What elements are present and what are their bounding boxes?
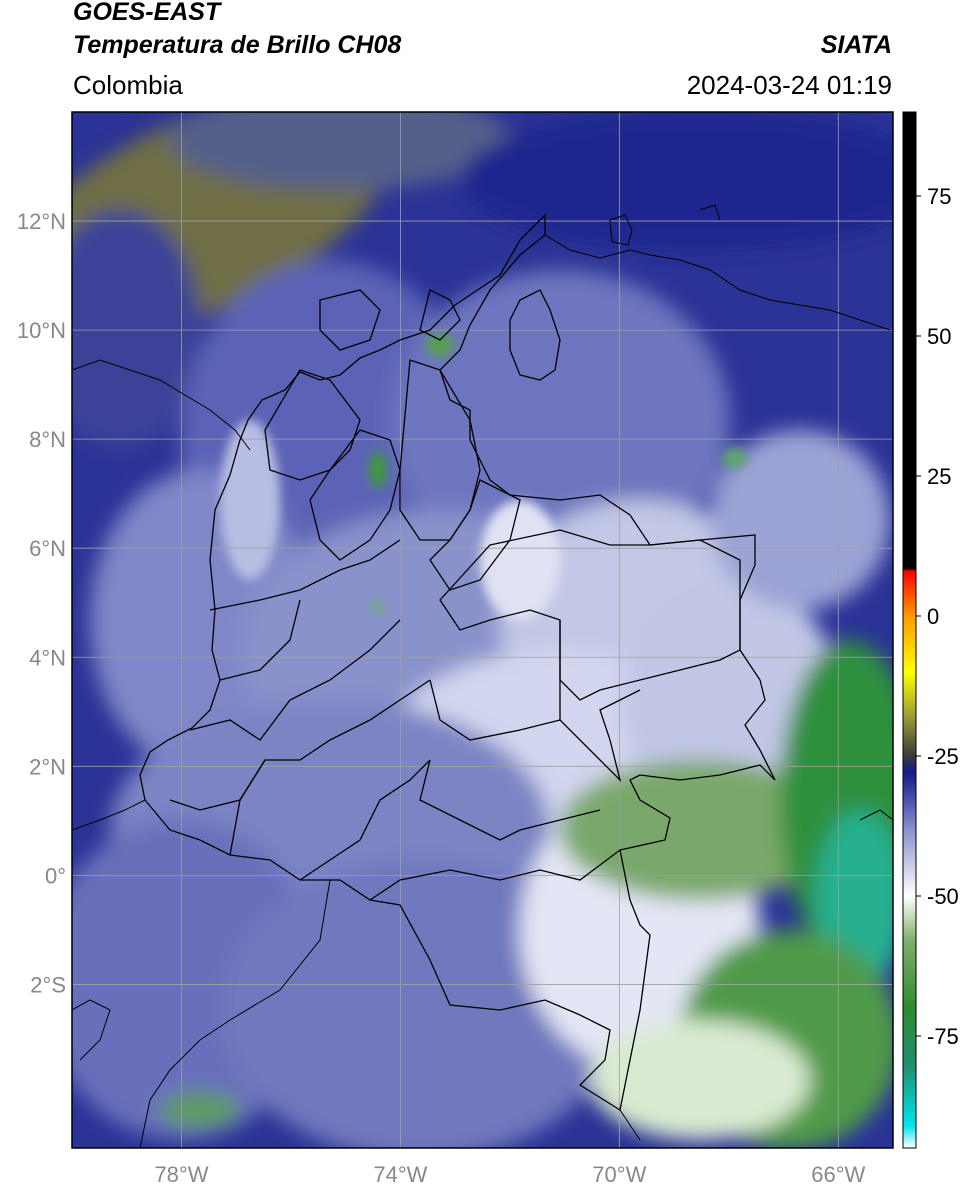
colorbar-tick-label: 0 (927, 604, 939, 629)
colorbar-tick-label: 50 (927, 324, 951, 349)
region-label: Colombia (73, 70, 183, 100)
latitude-labels: 12°N 10°N 8°N 6°N 4°N 2°N 0° 2°S (17, 209, 66, 997)
longitude-labels: 78°W 74°W 70°W 66°W (154, 1162, 865, 1187)
colorbar: 75 50 25 0 -25 -50 -75 (902, 111, 959, 1149)
lat-tick-label: 12°N (17, 209, 66, 234)
satellite-image (72, 112, 893, 1148)
timestamp-label: 2024-03-24 01:19 (686, 70, 892, 100)
lon-tick-label: 66°W (811, 1162, 865, 1187)
colorbar-tick-label: -25 (927, 744, 959, 769)
colorbar-gradient (903, 112, 916, 1148)
lat-tick-label: 4°N (29, 645, 66, 670)
lat-tick-label: 8°N (29, 427, 66, 452)
lat-tick-label: 2°N (29, 754, 66, 779)
gridlines (72, 112, 893, 1148)
map-frame (71, 111, 894, 1149)
satellite-title: GOES-EAST (73, 0, 221, 26)
brand-label: SIATA (820, 31, 892, 59)
lat-tick-label: 0° (45, 863, 66, 888)
colorbar-tick-label: 25 (927, 464, 951, 489)
product-title: Temperatura de Brillo CH08 (73, 31, 402, 59)
lat-tick-label: 10°N (17, 318, 66, 343)
coastlines (72, 204, 893, 1148)
colorbar-tick-label: 75 (927, 184, 951, 209)
lon-tick-label: 74°W (373, 1162, 427, 1187)
colorbar-frame (902, 111, 917, 1149)
boundaries (139, 213, 776, 1112)
colorbar-ticks: 75 50 25 0 -25 -50 -75 (916, 184, 959, 1049)
colorbar-tick-label: -75 (927, 1024, 959, 1049)
lon-tick-label: 70°W (592, 1162, 646, 1187)
lon-tick-label: 78°W (154, 1162, 208, 1187)
lat-tick-label: 6°N (29, 536, 66, 561)
colorbar-tick-label: -50 (927, 884, 959, 909)
lat-tick-label: 2°S (30, 972, 66, 997)
